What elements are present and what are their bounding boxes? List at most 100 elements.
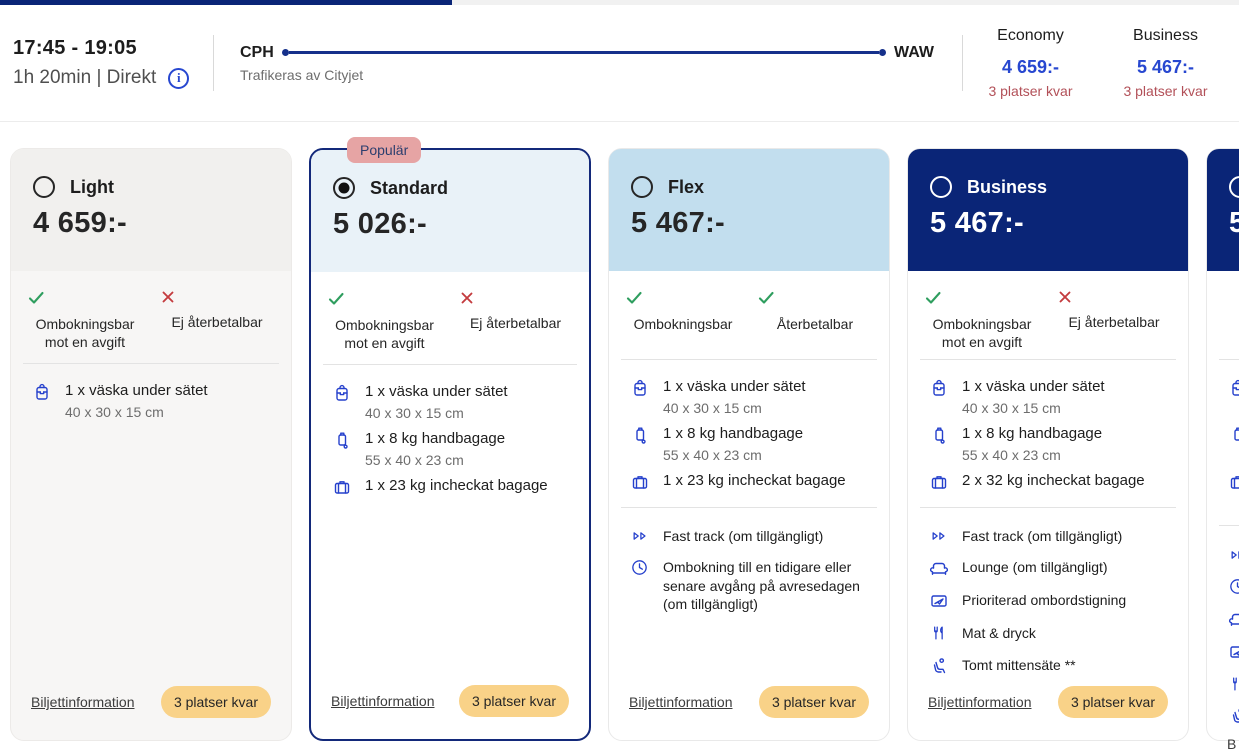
- baggage-label: 1 x 8 kg handbagage: [365, 430, 506, 448]
- extra-item: Ombokning till en tidigare eller senare …: [609, 552, 889, 620]
- page-progress-bar: [0, 0, 1239, 5]
- fast-track-icon: [629, 527, 650, 545]
- seats-left-badge: 3 platser kvar: [758, 686, 869, 718]
- extra-label: Prioriterad ombordstigning: [962, 592, 1127, 609]
- condition-item: Ej återbetalbar: [151, 288, 283, 351]
- baggage-item: 2 x 32 kg incheckat bagage: [908, 463, 1188, 492]
- section-divider: [323, 364, 577, 366]
- suitcase-icon: [1227, 472, 1239, 492]
- baggage-dimensions: 40 x 30 x 15 cm: [365, 405, 464, 422]
- extra-label: Fast track (om tillgängligt): [962, 528, 1123, 544]
- fare-conditions: Ombokningsbar Återbetalbar: [609, 271, 889, 359]
- ticket-information-link[interactable]: B: [1227, 736, 1237, 749]
- extras-section: Fast track (om tillgängligt) Lounge (om t…: [908, 508, 1188, 687]
- baggage-dimensions: 55 x 40 x 23 cm: [663, 446, 762, 463]
- fare-name: Standard: [370, 177, 449, 198]
- seat-icon: [928, 656, 949, 676]
- baggage-texts: 1 x väska under sätet 40 x 30 x 15 cm: [663, 378, 806, 416]
- cabin-label: Economy: [997, 27, 1064, 44]
- fare-card-footer: B: [1207, 736, 1239, 749]
- check-icon: [325, 289, 346, 309]
- cabin-fare-summary: Economy 4 659:- 3 platser kvar Business …: [963, 27, 1239, 99]
- cabin-price: 4 659:-: [1001, 57, 1060, 77]
- baggage-dimensions: 55 x 40 x 23 cm: [962, 446, 1061, 463]
- baggage-item: 1 x väska under sätet 40 x 30 x 15 cm: [908, 369, 1188, 416]
- priority-icon: [928, 591, 949, 611]
- baggage-item: 1 x väska under sätet 40 x 30 x 15 cm: [609, 369, 889, 416]
- info-icon[interactable]: i: [168, 67, 190, 89]
- food-icon: [928, 624, 949, 642]
- baggage-dimensions: 40 x 30 x 15 cm: [65, 404, 164, 421]
- extra-item: Tomt mittensäte **: [908, 649, 1188, 682]
- condition-item: Ombokningsbar mot en avgift: [916, 288, 1048, 350]
- lounge-icon: [1227, 609, 1239, 629]
- suitcase-icon: [928, 472, 949, 492]
- baggage-texts: 2 x 32 kg incheckat bagage: [962, 472, 1145, 491]
- cabin-price: 5 467:-: [1136, 57, 1195, 77]
- seats-left-badge: 3 platser kvar: [458, 685, 569, 717]
- baggage-item: 1 x väska under sätet 40 x 30 x 15 cm: [311, 374, 589, 421]
- trolley-icon: [1227, 425, 1239, 445]
- baggage-item: [1207, 463, 1239, 510]
- fare-card-standard[interactable]: Populär Standard 5 026:- Ombokningsbar mot …: [309, 137, 591, 741]
- origin-code: CPH: [240, 43, 274, 61]
- fare-name-row: Light: [33, 176, 269, 198]
- extra-item: [1207, 699, 1239, 732]
- suitcase-icon: [331, 477, 352, 497]
- route-origin-dot: [281, 49, 289, 56]
- baggage-dimensions: 40 x 30 x 15 cm: [663, 399, 762, 416]
- underseat-bag-icon: [31, 382, 52, 402]
- baggage-label: 1 x 8 kg handbagage: [663, 424, 804, 442]
- baggage-section: [1207, 360, 1239, 525]
- extra-item: [1207, 602, 1239, 635]
- baggage-item: [1207, 416, 1239, 463]
- extra-label: Lounge (om tillgängligt): [962, 559, 1108, 576]
- fare-radio-partial[interactable]: [1229, 176, 1239, 198]
- extra-item: Fast track (om tillgängligt): [908, 521, 1188, 552]
- baggage-texts: 1 x 23 kg incheckat bagage: [663, 472, 846, 491]
- condition-item: Återbetalbar: [749, 288, 881, 347]
- seats-left-badge: 3 platser kvar: [160, 686, 271, 718]
- route-block: CPH WAW Trafikeras av Cityjet: [214, 44, 962, 83]
- section-divider: [920, 506, 1176, 508]
- clock-icon: [629, 558, 650, 577]
- section-divider: [621, 359, 877, 360]
- fare-card-business[interactable]: Business 5 467:- Ombokningsbar mot en avgi…: [907, 148, 1189, 741]
- baggage-dimensions: 40 x 30 x 15 cm: [962, 399, 1061, 416]
- ticket-information-link[interactable]: Biljettinformation: [629, 694, 733, 710]
- fare-card-flex[interactable]: Flex 5 467:- Ombokningsbar Återbetalbar 1 x …: [608, 148, 890, 741]
- fare-radio-standard[interactable]: [333, 177, 355, 199]
- route-line: [288, 51, 879, 54]
- extra-item: Fast track (om tillgängligt): [609, 521, 889, 552]
- baggage-item: 1 x väska under sätet 40 x 30 x 15 cm: [11, 373, 291, 420]
- flight-times: 17:45 - 19:05 1h 20min | Direkt i: [0, 37, 213, 89]
- flight-summary-bar: 17:45 - 19:05 1h 20min | Direkt i CPH WA…: [0, 5, 1239, 122]
- baggage-texts: 1 x väska under sätet 40 x 30 x 15 cm: [962, 378, 1105, 416]
- fare-name-row: [1229, 176, 1239, 198]
- condition-label: Ombokningsbar: [633, 316, 733, 332]
- fare-summary-economy: Economy 4 659:- 3 platser kvar: [963, 27, 1098, 99]
- extras-section: [1207, 526, 1239, 736]
- underseat-bag-icon: [1227, 378, 1239, 398]
- fare-radio-flex[interactable]: [631, 176, 653, 198]
- check-icon: [755, 288, 776, 308]
- ticket-information-link[interactable]: Biljettinformation: [31, 694, 135, 710]
- baggage-section: 1 x väska under sätet 40 x 30 x 15 cm 1 x …: [609, 360, 889, 507]
- extra-label: Ombokning till en tidigare eller senare …: [663, 559, 860, 613]
- baggage-section: 1 x väska under sätet 40 x 30 x 15 cm 1 x …: [908, 360, 1188, 507]
- fare-card-partial[interactable]: P5B: [1206, 148, 1239, 749]
- section-divider: [1219, 359, 1239, 360]
- fare-card-footer: Biljettinformation 3 platser kvar: [609, 686, 889, 740]
- cabin-seats-left: 3 platser kvar: [1123, 83, 1208, 99]
- fare-name: Light: [70, 176, 114, 197]
- baggage-item: 1 x 8 kg handbagage 55 x 40 x 23 cm: [609, 416, 889, 463]
- ticket-information-link[interactable]: Biljettinformation: [928, 694, 1032, 711]
- extra-label: Fast track (om tillgängligt): [663, 528, 824, 544]
- lounge-icon: [928, 558, 949, 578]
- extra-item: Prioriterad ombordstigning: [908, 585, 1188, 618]
- fare-radio-light[interactable]: [33, 176, 55, 198]
- underseat-bag-icon: [629, 378, 650, 398]
- fare-card-light[interactable]: Light 4 659:- Ombokningsbar mot en avgift E…: [10, 148, 292, 741]
- ticket-information-link[interactable]: Biljettinformation: [331, 693, 435, 709]
- fare-radio-business[interactable]: [930, 176, 952, 198]
